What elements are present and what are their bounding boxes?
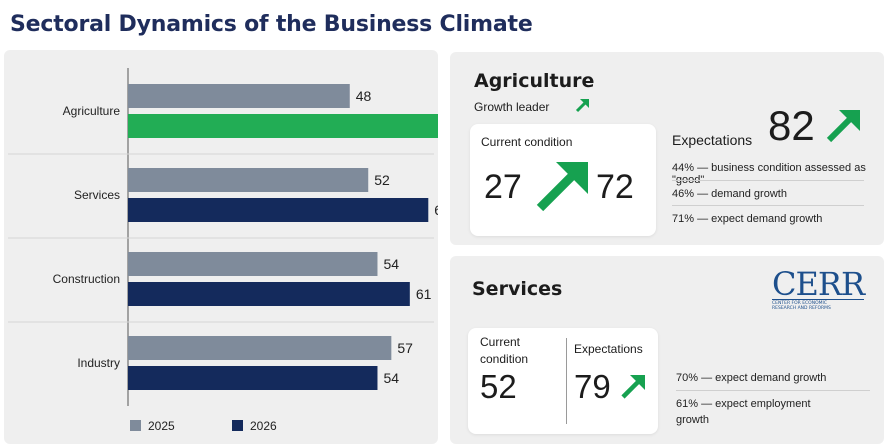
agriculture-panel: Agriculture Growth leader Current condit… [450,52,884,245]
cerr-logo: CERR CENTER FOR ECONOMIC RESEARCH AND RE… [772,265,865,314]
chart-panel: Agriculture4877Services5265Construction5… [4,50,438,444]
bar-2025 [128,168,369,192]
bar-2026 [128,366,378,390]
services-panel: Services CERR CENTER FOR ECONOMIC RESEAR… [450,256,884,444]
services-note-2: 61% — expect employment [676,398,811,410]
services-current-label-line1: Current [480,335,521,349]
services-current-value: 52 [480,368,517,405]
services-heading: Services [472,278,563,300]
services-stats-card: Current condition 52 Expectations 79 [468,328,658,434]
growth-leader-arrow-icon [575,99,589,113]
category-label: Agriculture [63,104,121,118]
divider [672,180,864,181]
legend-label-2025: 2025 [148,419,175,433]
services-note-3: growth [676,414,710,426]
agriculture-heading: Agriculture [474,70,595,92]
bar-2026 [128,198,429,222]
divider [676,390,870,391]
legend-label-2026: 2026 [250,419,277,433]
legend-swatch-2026 [232,420,243,431]
bar-value-label: 61 [416,286,432,302]
services-current-label: Current condition [480,334,528,368]
card-divider [566,338,567,424]
bar-2025 [128,252,378,276]
bar-2025 [128,84,350,108]
bar-value-label: 57 [397,340,413,356]
agriculture-subtitle: Growth leader [474,100,550,114]
category-label: Services [74,188,120,202]
agriculture-current-to: 72 [596,168,634,206]
bar-value-label: 48 [356,88,372,104]
cerr-logo-name: CERR [772,265,865,303]
bar-value-label: 52 [374,172,390,188]
agriculture-current-card: Current condition 27 72 [470,124,656,236]
bar-2025 [128,336,392,360]
bar-value-label: 54 [383,370,399,386]
services-growth-arrow-icon [621,375,645,399]
agriculture-note-1: 44% — business condition assessed as "go… [672,162,866,186]
services-expectations-value: 79 [574,368,611,405]
agriculture-expectations-value: 82 [768,102,815,149]
services-current-label-line2: condition [480,352,529,366]
bar-2026 [128,114,438,138]
agriculture-note-3: 71% — expect demand growth [672,213,823,225]
agriculture-current-from: 27 [484,168,522,206]
services-expectations-label: Expectations [574,342,643,356]
bar-value-label: 65 [434,202,438,218]
cerr-logo-tagline-1: CENTER FOR ECONOMIC [772,301,827,306]
category-label: Industry [77,356,120,370]
agriculture-note-2: 46% — demand growth [672,188,787,200]
legend-swatch-2025 [130,420,141,431]
cerr-logo-tagline-2: RESEARCH AND REFORMS [772,306,831,311]
bar-value-label: 54 [383,256,399,272]
services-note-1: 70% — expect demand growth [676,372,827,384]
expectations-growth-arrow-icon [826,110,860,143]
bar-chart: Agriculture4877Services5265Construction5… [8,68,438,433]
divider [672,205,864,206]
current-growth-arrow-icon [536,162,588,212]
category-label: Construction [53,272,120,286]
bar-2026 [128,282,410,306]
agriculture-current-label: Current condition [481,135,573,149]
page-title: Sectoral Dynamics of the Business Climat… [10,12,533,37]
agriculture-expectations-label: Expectations [672,132,753,148]
